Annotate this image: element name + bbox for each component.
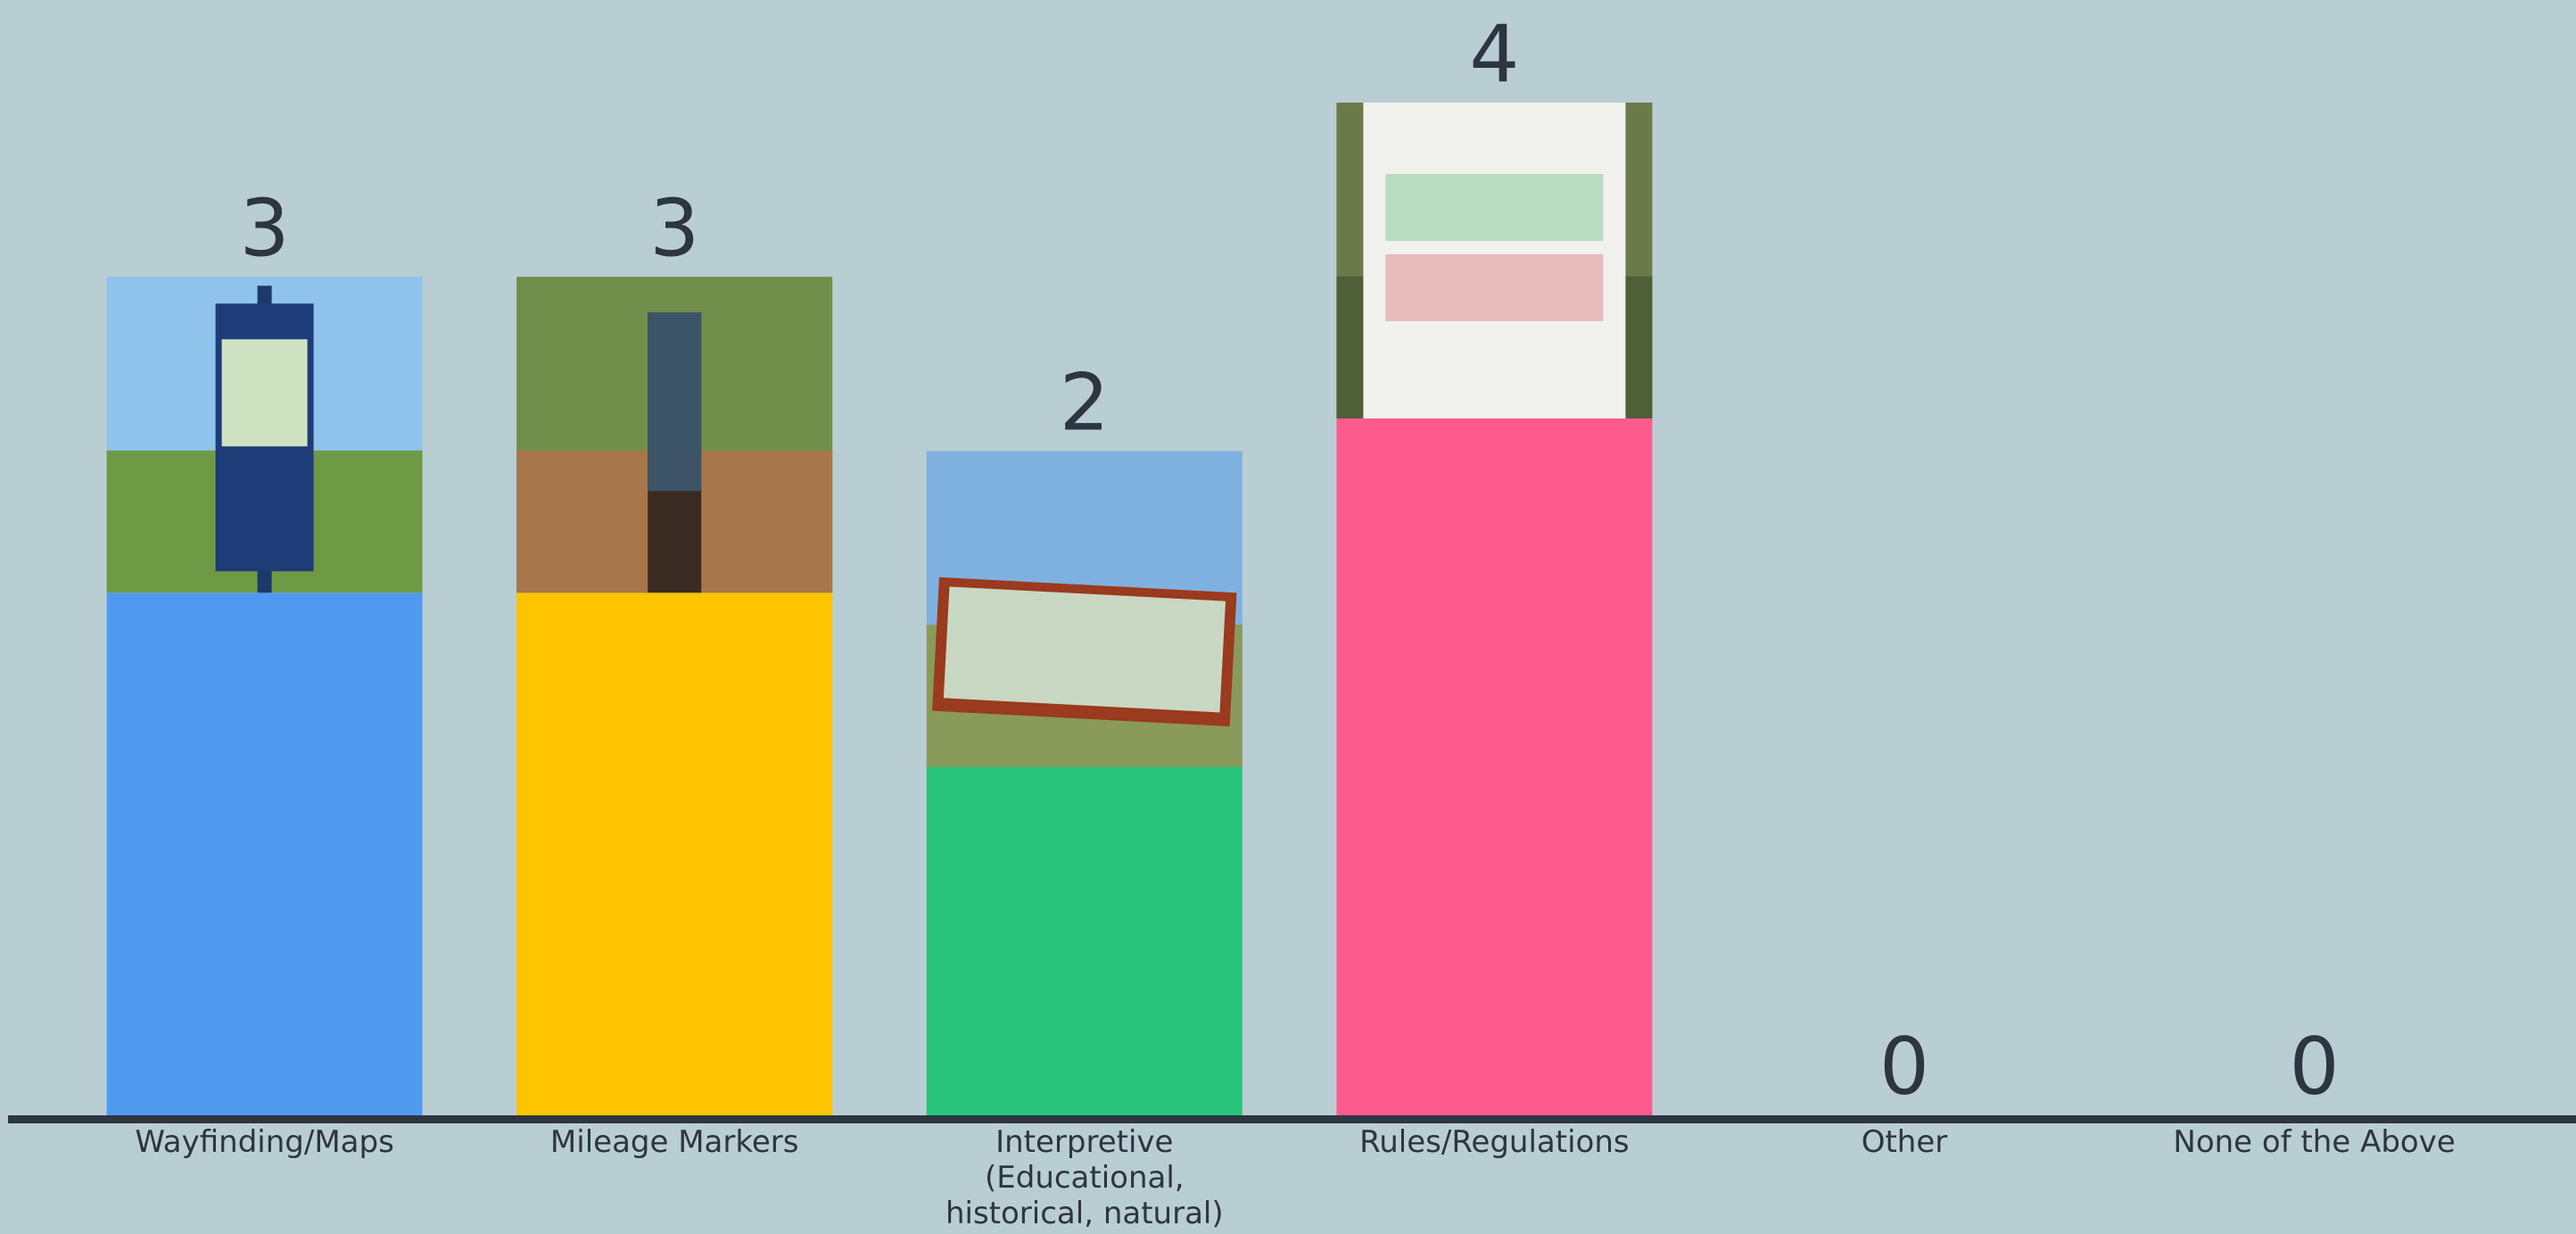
rules-no (1385, 254, 1604, 321)
bar (516, 592, 833, 1115)
bar (106, 592, 423, 1115)
photo-tile (516, 277, 833, 593)
x-tick-label: Interpretive (Educational, historical, n… (945, 1124, 1224, 1231)
bar (1336, 418, 1653, 1115)
x-tick-label: Other (1861, 1124, 1948, 1160)
value-label: 2 (1060, 357, 1110, 449)
x-axis-line (8, 1115, 2576, 1123)
x-tick-label: Mileage Markers (549, 1124, 799, 1160)
bar (926, 766, 1243, 1115)
value-label: 4 (1469, 8, 1519, 100)
value-label: 3 (240, 182, 290, 274)
x-tick-label: None of the Above (2173, 1124, 2456, 1160)
photo-tile (926, 451, 1243, 767)
value-label: 0 (1879, 1021, 1929, 1113)
photo-tile (1336, 103, 1653, 418)
x-tick-label: Wayfinding/Maps (135, 1124, 394, 1160)
panel-face (943, 586, 1226, 713)
marker-plate (648, 312, 702, 492)
rules-ok (1385, 174, 1604, 241)
sign-map (221, 339, 308, 447)
value-label: 3 (649, 182, 699, 274)
photo-tile (106, 277, 423, 593)
value-label: 0 (2290, 1021, 2340, 1113)
x-tick-label: Rules/Regulations (1359, 1124, 1630, 1160)
